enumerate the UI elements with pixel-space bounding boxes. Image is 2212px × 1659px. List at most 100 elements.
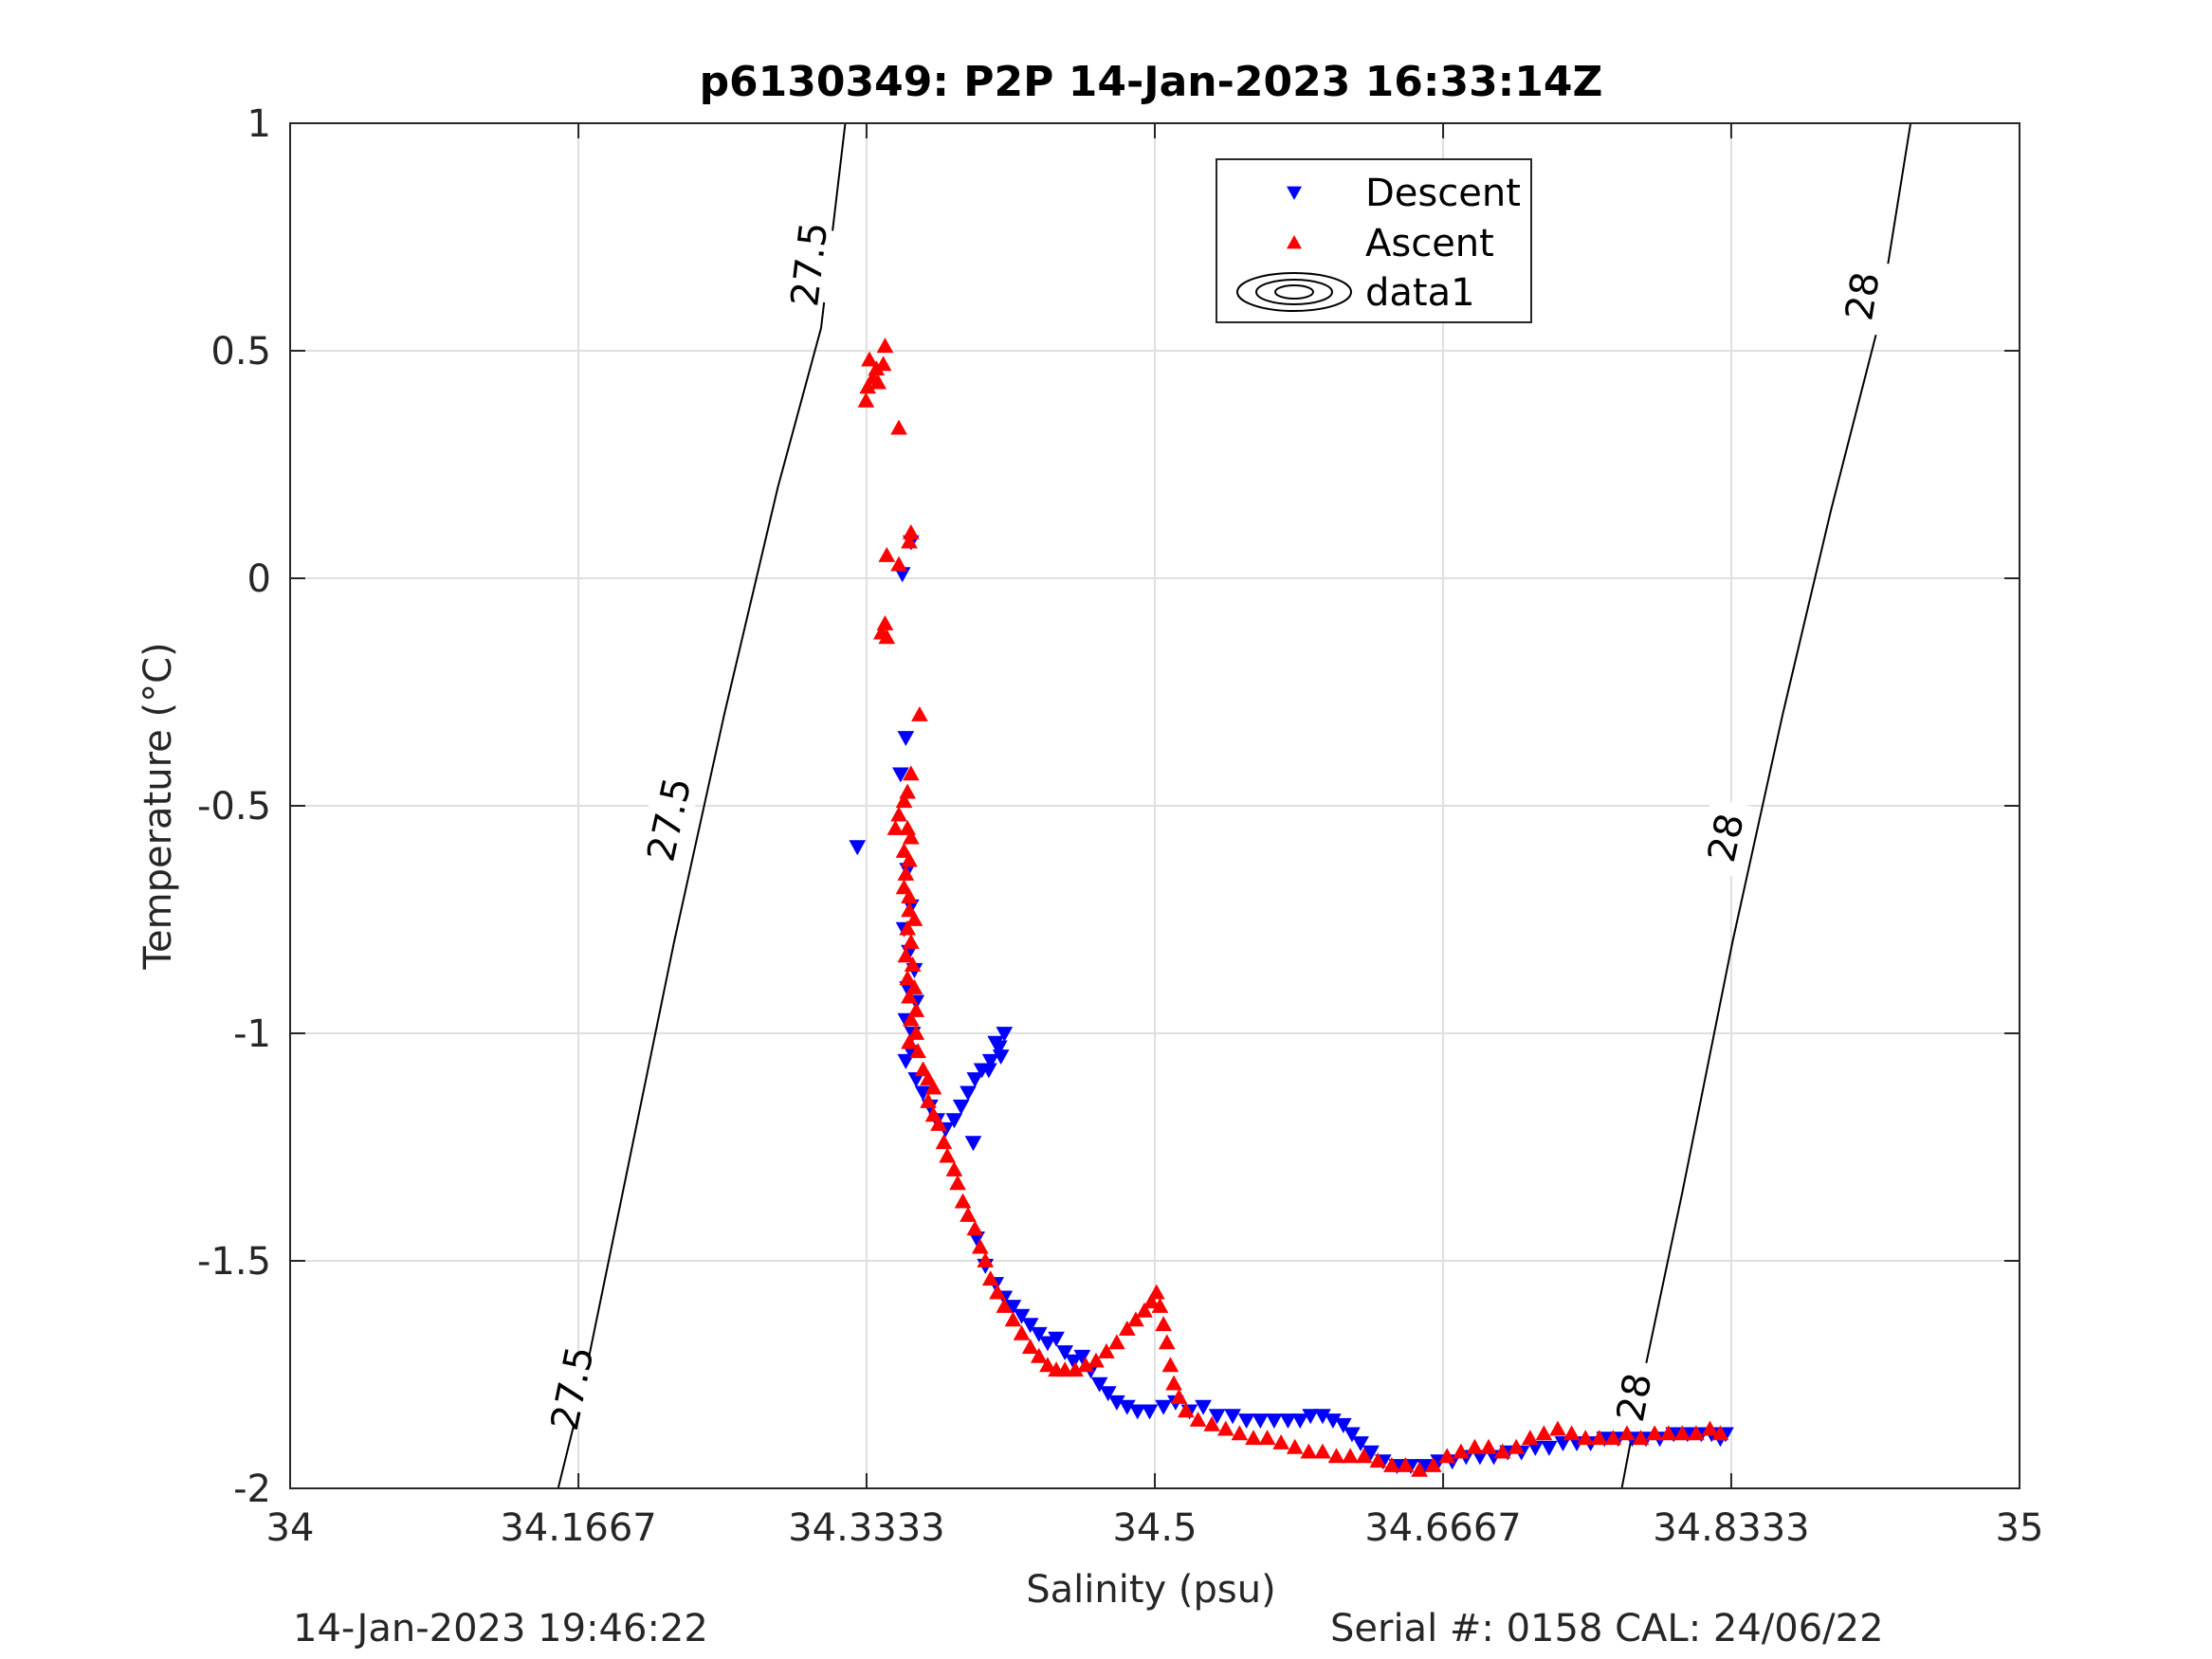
ascent-point (907, 1001, 925, 1017)
ascent-point (1342, 1448, 1359, 1464)
ascent-point (895, 879, 913, 895)
ascent-point (930, 1115, 947, 1131)
isopycnal-label: 27.5 (543, 1342, 603, 1433)
ascent-point (1327, 1448, 1345, 1464)
y-tick-label: -1 (233, 1012, 271, 1056)
descent-point (892, 767, 909, 783)
y-tick-label: -1.5 (197, 1240, 271, 1284)
descent-point (1195, 1399, 1212, 1415)
ascent-point (1604, 1430, 1622, 1446)
isopycnal-label: 28 (1837, 269, 1888, 324)
ascent-point (1521, 1430, 1539, 1446)
descent-point (1352, 1436, 1369, 1452)
ascent-point (911, 705, 928, 721)
ascent-point (1397, 1456, 1415, 1472)
x-tick-label: 34.3333 (788, 1506, 944, 1550)
ascent-point (907, 1024, 925, 1040)
x-tick-label: 34 (266, 1506, 315, 1550)
ascent-point (1688, 1425, 1705, 1441)
legend-box (1216, 158, 1532, 323)
ascent-point (996, 1297, 1014, 1313)
descent-point (980, 1063, 997, 1079)
isopycnal-label-bg (542, 1348, 602, 1429)
ascent-point (869, 374, 887, 390)
isopycnal-label: 27.5 (639, 774, 700, 866)
ascent-point (1411, 1461, 1428, 1477)
ascent-point (920, 1069, 937, 1085)
descent-point (1291, 1413, 1309, 1430)
descent-point (1224, 1409, 1241, 1425)
descent-point (1099, 1386, 1117, 1402)
ascent-point (1577, 1430, 1595, 1446)
ascent-point (1216, 1420, 1234, 1436)
descent-point (1090, 1376, 1108, 1393)
descent-point (1128, 1404, 1146, 1420)
descent-point (1302, 1409, 1320, 1425)
descent-point (1030, 1326, 1048, 1342)
ascent-point (1108, 1334, 1125, 1350)
ascent-point (1155, 1316, 1172, 1332)
descent-point (1065, 1354, 1083, 1370)
y-axis-label: Temperature (°C) (137, 642, 180, 970)
descent-point (960, 1085, 977, 1102)
descent-point (1344, 1427, 1361, 1443)
ascent-point (895, 793, 913, 809)
x-tick-label: 34.1667 (500, 1506, 656, 1550)
ascent-point (1466, 1438, 1484, 1454)
descent-point (1056, 1345, 1074, 1361)
descent-point (1541, 1440, 1558, 1456)
descent-point (1252, 1413, 1270, 1430)
ascent-point (909, 1043, 926, 1059)
ascent-point (1673, 1425, 1691, 1441)
ascent-point (899, 970, 917, 986)
ascent-point (902, 1011, 920, 1027)
descent-point (987, 1035, 1005, 1051)
descent-point (1141, 1404, 1159, 1420)
ascent-point (1151, 1297, 1169, 1313)
ascent-point (939, 1147, 956, 1163)
ascent-point (895, 842, 913, 858)
ascent-point (1203, 1415, 1221, 1431)
ascent-point (890, 556, 907, 572)
ascent-point (1143, 1293, 1161, 1309)
ascent-point (904, 956, 922, 972)
ascent-point (901, 1033, 918, 1049)
ascent-point (949, 1175, 966, 1191)
footer-timestamp: 14-Jan-2023 19:46:22 (293, 1607, 708, 1650)
descent-point (1334, 1417, 1352, 1433)
descent-point (1021, 1318, 1039, 1334)
ascent-point (902, 933, 920, 949)
ascent-point (924, 1106, 942, 1122)
ascent-point (878, 546, 896, 562)
ascent-point (1590, 1430, 1608, 1446)
ascent-point (1646, 1425, 1663, 1441)
ascent-point (901, 533, 918, 549)
descent-point (952, 1099, 970, 1115)
ascent-point (1493, 1443, 1511, 1459)
descent-point (1039, 1336, 1056, 1352)
ascent-point (1177, 1402, 1195, 1418)
series-ascent (857, 337, 1729, 1477)
ascent-point (902, 765, 920, 781)
ascent-point (1369, 1452, 1387, 1468)
ascent-point (1013, 1324, 1031, 1340)
descent-point (996, 1027, 1014, 1043)
ascent-point (966, 1220, 984, 1236)
ascent-point (954, 1193, 972, 1209)
descent-point (1073, 1349, 1091, 1365)
ascent-point (1088, 1352, 1105, 1368)
ascent-point (935, 1134, 953, 1150)
ascent-point (945, 1160, 963, 1176)
ascent-point (1618, 1425, 1636, 1441)
descent-point (992, 1049, 1010, 1066)
isopycnal-contours: 27.5 27.5 27.5 28 28 28 (542, 122, 1912, 1489)
ascent-point (924, 1079, 942, 1095)
ascent-point (1030, 1347, 1048, 1363)
legend: Descent Ascent data1 (1216, 158, 1532, 323)
ascent-point (1438, 1448, 1456, 1464)
legend-contour-marker (1236, 272, 1352, 312)
ascent-point (887, 819, 905, 835)
footer-serial-cal: Serial #: 0158 CAL: 24/06/22 (1330, 1607, 1884, 1650)
ascent-point (1231, 1425, 1249, 1441)
